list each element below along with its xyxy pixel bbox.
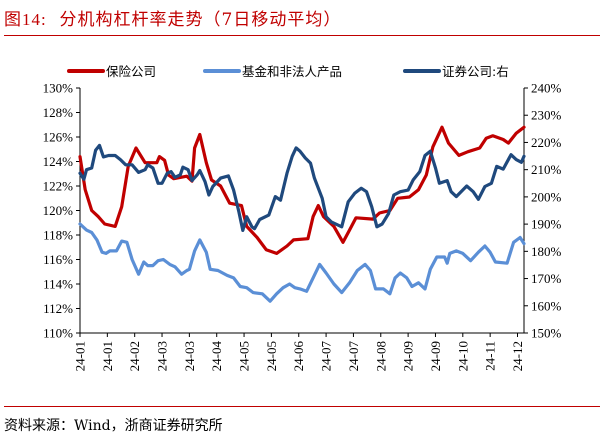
series-lines bbox=[78, 125, 526, 303]
legend-item-2: 基金和非法人产品 bbox=[203, 64, 342, 79]
right-axis-tick-label: 190% bbox=[531, 217, 562, 232]
title-divider bbox=[4, 35, 600, 36]
x-axis-tick-label: 24-05 bbox=[237, 341, 252, 371]
axes: 110% 112% 114% 116% 118% 120% 122% 124% 126% 128%… bbox=[43, 81, 562, 372]
x-axis-tick-label: 24-02 bbox=[127, 341, 142, 371]
legend: 保险公司 基金和非法人产品 证券公司:右 bbox=[67, 64, 509, 79]
series-line-1 bbox=[78, 125, 526, 255]
right-axis-tick-label: 240% bbox=[531, 81, 562, 96]
x-axis-tick-label: 24-03 bbox=[182, 341, 197, 371]
legend-label: 基金和非法人产品 bbox=[242, 64, 342, 79]
right-axis-tick-label: 160% bbox=[531, 298, 562, 313]
x-axis-tick-label: 24-07 bbox=[346, 341, 361, 372]
left-axis-tick-label: 130% bbox=[43, 81, 74, 96]
left-axis-tick-label: 114% bbox=[43, 277, 73, 292]
x-axis-tick-label: 24-06 bbox=[291, 341, 306, 372]
left-axis-tick-label: 122% bbox=[43, 179, 74, 194]
x-axis-tick-label: 24-10 bbox=[455, 341, 470, 371]
x-axis-tick-label: 24-09 bbox=[401, 341, 416, 371]
right-axis-tick-label: 230% bbox=[531, 108, 562, 123]
left-axis-tick-label: 120% bbox=[43, 203, 74, 218]
legend-item-3: 证券公司:右 bbox=[403, 64, 509, 79]
series-line-2 bbox=[78, 222, 526, 303]
x-axis-tick-label: 24-04 bbox=[209, 341, 224, 372]
right-axis-tick-label: 170% bbox=[531, 271, 562, 286]
right-axis-tick-label: 210% bbox=[531, 162, 562, 177]
x-axis-tick-label: 24-07 bbox=[319, 341, 334, 372]
left-axis-tick-label: 118% bbox=[43, 228, 73, 243]
figure-number: 图14: bbox=[4, 10, 47, 29]
x-axis-tick-label: 24-01 bbox=[100, 341, 115, 371]
left-axis-tick-label: 112% bbox=[43, 301, 73, 316]
source-note: 资料来源：Wind，浙商证券研究所 bbox=[4, 418, 223, 434]
x-axis-tick-label: 24-03 bbox=[155, 341, 170, 371]
series-line-3 bbox=[78, 143, 526, 232]
right-axis-tick-label: 180% bbox=[531, 244, 562, 259]
x-axis-tick-label: 24-01 bbox=[73, 341, 88, 371]
left-axis-tick-label: 128% bbox=[43, 105, 74, 120]
right-axis-tick-label: 150% bbox=[531, 326, 562, 341]
x-axis-tick-label: 24-05 bbox=[264, 341, 279, 371]
right-axis-tick-label: 200% bbox=[531, 189, 562, 204]
x-axis-tick-label: 24-08 bbox=[373, 341, 388, 371]
legend-label: 保险公司 bbox=[106, 64, 156, 79]
figure-title: 图14: 分机构杠杆率走势（7日移动平均） bbox=[4, 5, 341, 30]
right-axis-tick-label: 220% bbox=[531, 135, 562, 150]
x-axis-tick-label: 24-09 bbox=[428, 341, 443, 371]
left-axis-tick-label: 124% bbox=[43, 154, 74, 169]
left-axis-tick-label: 126% bbox=[43, 130, 74, 145]
x-axis-tick-label: 24-12 bbox=[510, 341, 525, 371]
legend-label: 证券公司:右 bbox=[442, 64, 509, 79]
figure-title-text: 分机构杠杆率走势（7日移动平均） bbox=[59, 10, 342, 30]
x-axis-tick-label: 24-11 bbox=[483, 341, 498, 371]
legend-item-1: 保险公司 bbox=[67, 64, 156, 79]
left-axis-tick-label: 110% bbox=[43, 326, 73, 341]
source-divider bbox=[4, 406, 600, 407]
left-axis-tick-label: 116% bbox=[43, 252, 73, 267]
